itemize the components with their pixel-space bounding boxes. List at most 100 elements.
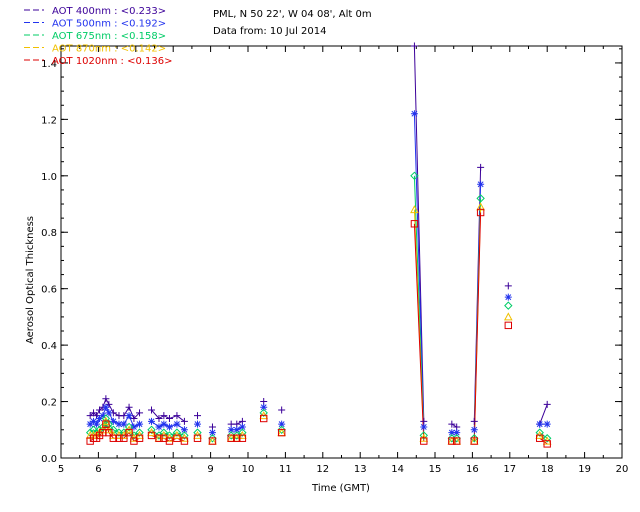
site-info: PML, N 50 22', W 04 08', Alt 0m: [213, 9, 372, 20]
data-point-diamond: [232, 431, 241, 440]
x-tick-label: 13: [354, 464, 367, 475]
data-point-star: [173, 420, 181, 428]
data-point-star: [278, 420, 286, 428]
data-point-diamond: [180, 431, 189, 440]
data-point-square: [543, 440, 551, 448]
data-point-square: [476, 208, 485, 217]
data-point-plus: [278, 406, 286, 414]
data-point-triangle: [476, 202, 485, 211]
data-point-star: [453, 429, 461, 437]
data-point-square: [260, 414, 268, 423]
x-tick-label: 7: [133, 464, 139, 475]
x-tick-label: 11: [279, 464, 292, 475]
y-tick-label: 1.2: [41, 115, 57, 126]
data-point-plus: [130, 414, 138, 422]
data-point-diamond: [208, 434, 217, 443]
y-tick-label: 1.4: [41, 59, 57, 70]
data-point-plus: [160, 412, 168, 420]
data-point-diamond: [504, 301, 513, 310]
data-point-plus: [410, 42, 418, 50]
data-point-plus: [448, 420, 456, 428]
x-tick-label: 5: [58, 464, 64, 475]
data-point-square: [208, 437, 217, 445]
data-point-diamond: [277, 425, 286, 434]
data-point-diamond: [165, 431, 174, 440]
data-point-star: [102, 403, 110, 411]
x-tick-label: 19: [578, 464, 591, 475]
data-point-square: [448, 437, 456, 445]
data-point-square: [180, 437, 189, 445]
data-point-star: [470, 426, 478, 434]
x-tick-label: 20: [616, 464, 629, 475]
data-point-diamond: [129, 431, 139, 440]
x-tick-label: 8: [170, 464, 176, 475]
data-point-star: [86, 420, 94, 428]
data-point-star: [180, 426, 188, 434]
data-point-star: [208, 429, 216, 437]
plot-frame: [60, 45, 623, 459]
data-point-square: [410, 220, 419, 228]
data-point-square: [155, 434, 163, 442]
data-point-star: [105, 409, 113, 417]
data-point-diamond: [172, 428, 182, 437]
series-lines: [89, 45, 548, 445]
data-point-square: [165, 437, 174, 445]
legend-label: AOT 500nm : <0.192>: [52, 19, 166, 30]
data-point-square: [277, 428, 286, 437]
data-point-diamond: [101, 414, 111, 423]
data-point-diamond: [542, 434, 552, 443]
data-point-square: [193, 434, 202, 442]
data-point-square: [452, 437, 461, 445]
data-point-star: [536, 420, 544, 428]
data-point-square: [105, 428, 113, 437]
data-point-plus: [173, 412, 181, 420]
data-markers: [85, 42, 552, 448]
data-point-square: [504, 321, 513, 330]
data-point-star: [504, 293, 512, 301]
y-tick-label: 0.0: [41, 454, 57, 465]
data-point-star: [99, 412, 107, 420]
data-point-star: [420, 423, 428, 431]
data-point-star: [130, 423, 138, 431]
data-point-plus: [543, 400, 551, 408]
data-point-square: [227, 434, 235, 442]
data-point-plus: [504, 282, 512, 290]
data-point-star: [448, 429, 456, 437]
data-point-star: [238, 423, 246, 431]
data-point-plus: [165, 414, 173, 422]
x-tick-label: 15: [429, 464, 442, 475]
data-point-plus: [180, 417, 188, 425]
data-point-plus: [477, 163, 485, 171]
y-tick-label: 0.8: [41, 228, 57, 239]
data-point-square: [102, 420, 110, 428]
legend-label: AOT 675nm : <0.158>: [52, 31, 166, 42]
data-point-plus: [194, 412, 202, 420]
data-point-diamond: [109, 425, 118, 434]
x-tick-label: 6: [95, 464, 101, 475]
data-point-diamond: [419, 431, 428, 440]
data-point-star: [165, 423, 173, 431]
series-line: [89, 45, 548, 428]
data-point-triangle: [410, 205, 419, 214]
data-point-square: [135, 434, 144, 442]
data-point-plus: [102, 395, 110, 403]
data-point-diamond: [452, 434, 461, 443]
y-tick-label: 0.4: [41, 341, 57, 352]
data-point-triangle: [277, 428, 286, 437]
x-axis-label: Time (GMT): [311, 483, 370, 494]
series-line: [89, 175, 548, 439]
data-point-diamond: [226, 431, 236, 440]
data-point-star: [543, 420, 551, 428]
data-point-square: [470, 437, 478, 445]
data-point-star: [115, 420, 123, 428]
data-point-star: [260, 403, 268, 411]
data-point-plus: [136, 409, 144, 417]
data-point-square: [233, 434, 241, 442]
x-tick-label: 17: [503, 464, 516, 475]
data-point-square: [125, 428, 133, 437]
data-point-star: [155, 423, 163, 431]
tick-labels: 5 6 7 8 9 10 11 12 13 14 15 16 17 18 19 20 0.0 0.2 0.4 0.6 0…: [41, 59, 628, 475]
y-tick-label: 0.2: [41, 398, 57, 409]
data-point-star: [96, 414, 104, 422]
data-point-diamond: [135, 428, 144, 437]
